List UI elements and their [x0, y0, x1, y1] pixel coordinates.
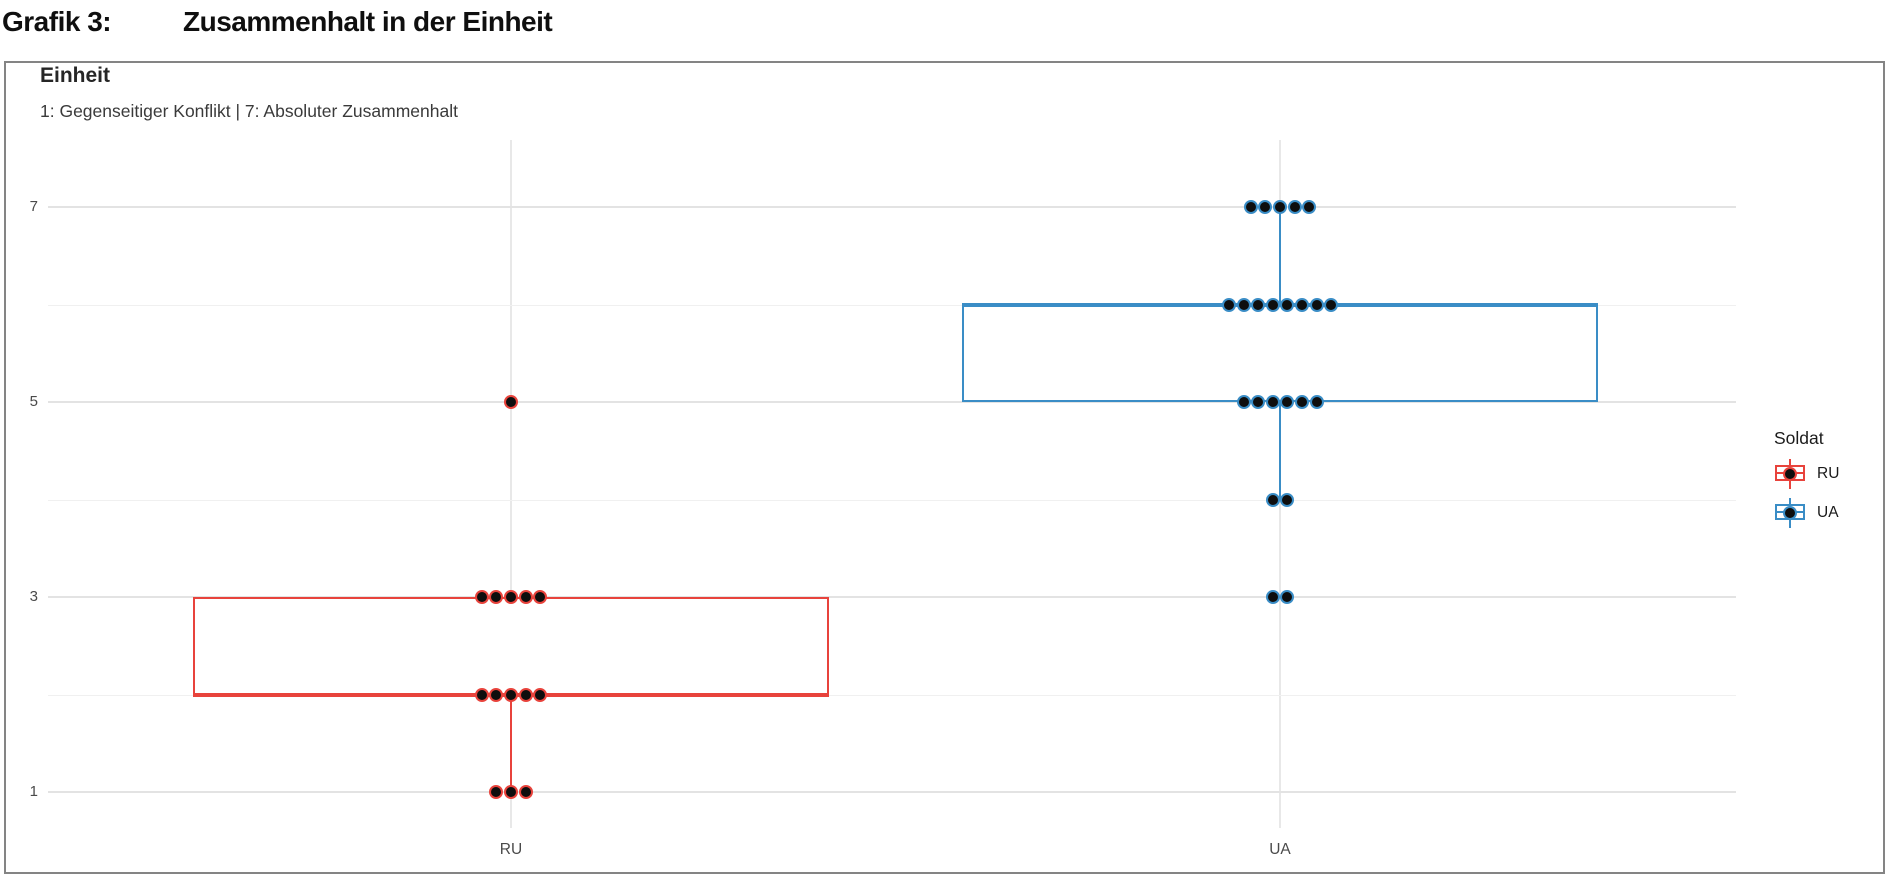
legend-key-RU [1772, 459, 1808, 489]
data-point [1265, 395, 1280, 409]
x-gridline [510, 140, 512, 828]
data-point [474, 590, 489, 604]
data-point [504, 687, 518, 702]
y-tick-label: 5 [29, 393, 38, 410]
data-point [1324, 297, 1339, 312]
data-point [489, 687, 504, 702]
whisker-lower [1279, 402, 1281, 500]
data-point [1287, 200, 1302, 214]
figure-number: Grafik 3: [2, 6, 112, 37]
data-point [489, 785, 504, 799]
data-point [1243, 200, 1258, 214]
legend-item: RU [1772, 459, 1888, 489]
data-point [1251, 395, 1266, 409]
y-gridline-major [48, 596, 1736, 598]
legend-key-dot [1783, 506, 1797, 520]
legend-label: RU [1817, 465, 1840, 482]
data-point [1309, 297, 1324, 312]
data-point [1294, 395, 1309, 409]
y-gridline-major [48, 206, 1736, 208]
data-point [1280, 492, 1295, 507]
legend-label: UA [1817, 504, 1839, 521]
chart-subtitle: 1: Gegenseitiger Konflikt | 7: Absoluter… [40, 101, 458, 121]
data-point [504, 590, 518, 604]
data-point [518, 590, 533, 604]
data-point [1280, 297, 1295, 312]
data-point [504, 785, 518, 799]
y-tick-label: 7 [29, 198, 38, 215]
whisker-upper [1279, 207, 1281, 305]
x-tick-label: RU [499, 841, 523, 858]
data-point [533, 590, 548, 604]
legend-key-dot [1783, 467, 1797, 481]
figure-title: Zusammenhalt in der Einheit [183, 6, 553, 37]
data-point [1265, 492, 1280, 507]
data-point [1236, 395, 1251, 409]
data-point [1280, 395, 1295, 409]
x-tick-label: UA [1269, 841, 1291, 858]
legend-key-UA [1772, 498, 1808, 528]
data-point [1251, 297, 1266, 312]
boxplot-median [962, 302, 1598, 307]
data-point [1265, 297, 1280, 312]
whisker-lower [510, 694, 512, 792]
y-gridline-major [48, 791, 1736, 793]
data-point [1302, 200, 1317, 214]
data-point [518, 785, 533, 799]
legend-items: RU UA [1772, 459, 1888, 528]
boxplot-box [193, 597, 829, 695]
legend-title: Soldat [1774, 428, 1824, 448]
document-header: Grafik 3: Zusammenhalt in der Einheit [0, 2, 1890, 54]
data-point [1265, 590, 1280, 604]
data-point [518, 687, 533, 702]
data-point [474, 687, 489, 702]
chart-panel [4, 61, 1885, 874]
legend-item: UA [1772, 498, 1888, 528]
y-gridline-minor [48, 499, 1736, 501]
legend: Soldat RU UA [1772, 428, 1888, 537]
y-gridline-minor [48, 694, 1736, 696]
y-gridline-minor [48, 304, 1736, 306]
data-point [504, 395, 518, 409]
data-point [489, 590, 504, 604]
data-point [1309, 395, 1324, 409]
boxplot-box [962, 304, 1598, 402]
data-point [1236, 297, 1251, 312]
chart-title: Einheit [40, 64, 111, 87]
y-tick-label: 1 [29, 783, 38, 800]
data-point [1273, 200, 1287, 214]
y-gridline-major [48, 401, 1736, 403]
data-point [1221, 297, 1236, 312]
data-point [1280, 590, 1295, 604]
data-point [533, 687, 548, 702]
data-point [1258, 200, 1273, 214]
data-point [1294, 297, 1309, 312]
y-tick-label: 3 [29, 588, 38, 605]
